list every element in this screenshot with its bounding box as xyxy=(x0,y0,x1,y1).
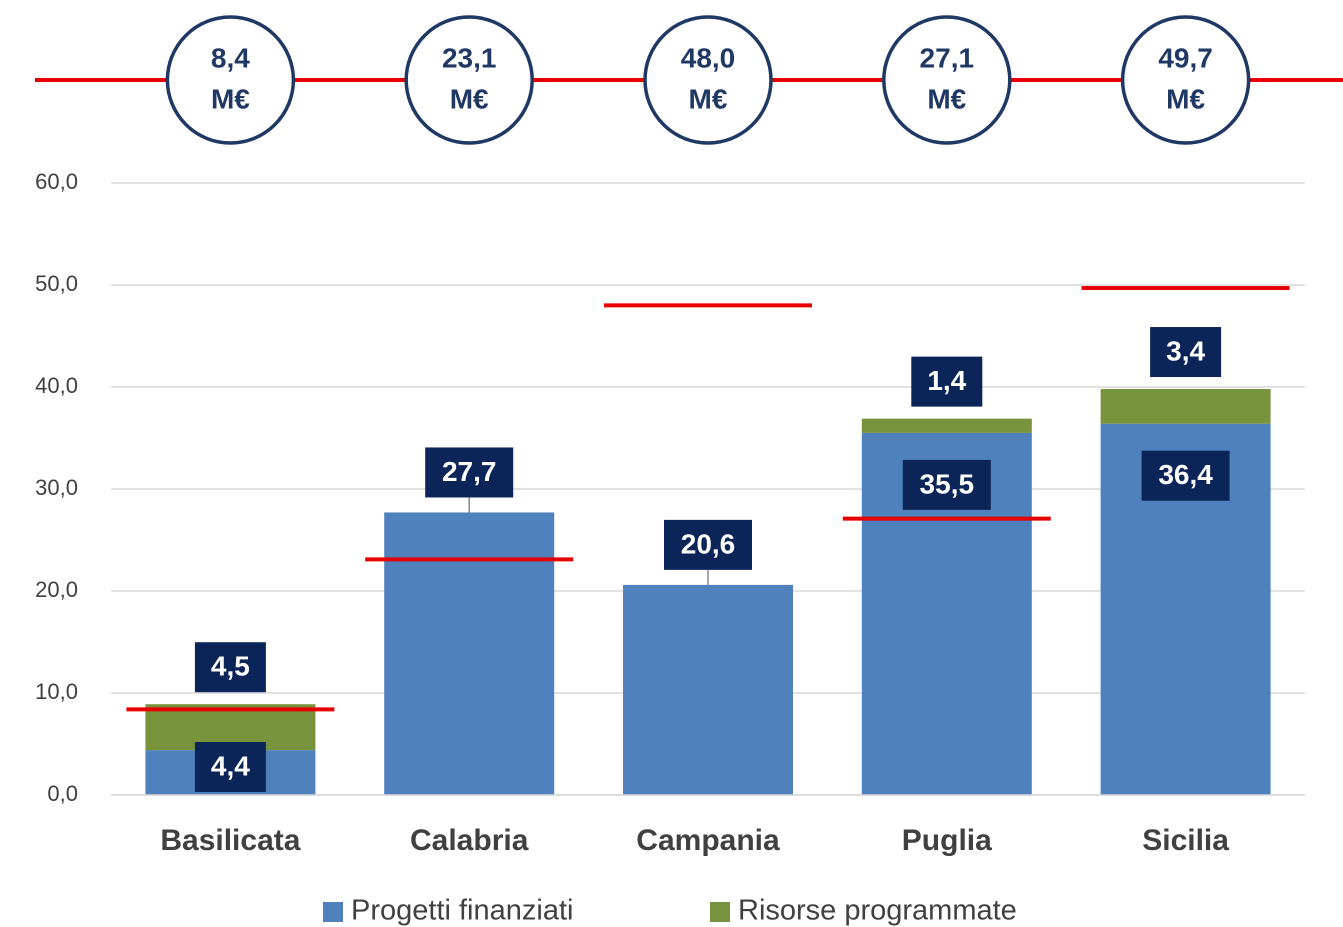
y-tick-label: 40,0 xyxy=(35,373,78,398)
y-tick-label: 50,0 xyxy=(35,271,78,296)
data-label-box xyxy=(425,447,514,498)
data-label: 36,4 xyxy=(1158,459,1213,490)
x-tick-label: Sicilia xyxy=(1142,824,1229,857)
data-label: 3,4 xyxy=(1166,335,1205,366)
y-tick-label: 20,0 xyxy=(35,577,78,602)
data-label-box xyxy=(1141,450,1230,501)
total-unit: M€ xyxy=(450,83,489,114)
legend-label: Progetti finanziati xyxy=(351,895,573,927)
data-label-box xyxy=(1150,327,1222,378)
data-label: 4,5 xyxy=(211,651,250,682)
legend-label: Risorse programmate xyxy=(738,895,1017,927)
total-unit: M€ xyxy=(927,83,966,114)
data-label: 20,6 xyxy=(681,528,736,559)
y-tick-label: 30,0 xyxy=(35,475,78,500)
x-tick-label: Calabria xyxy=(410,824,529,857)
data-label-box xyxy=(902,459,991,510)
x-tick-label: Puglia xyxy=(902,824,992,857)
data-label-box xyxy=(194,642,266,693)
total-unit: M€ xyxy=(689,83,728,114)
total-circle xyxy=(404,15,534,145)
legend-swatch xyxy=(323,902,343,922)
bar-segment xyxy=(384,512,555,795)
data-label: 35,5 xyxy=(920,468,975,499)
bar-segment xyxy=(861,418,1032,433)
total-value: 8,4 xyxy=(211,42,250,73)
total-circle xyxy=(882,15,1012,145)
total-circle xyxy=(643,15,773,145)
bar-segment xyxy=(623,584,793,795)
total-value: 49,7 xyxy=(1158,42,1213,73)
x-tick-label: Basilicata xyxy=(160,824,300,857)
x-tick-label: Campania xyxy=(636,824,780,857)
total-value: 48,0 xyxy=(681,42,736,73)
total-circle xyxy=(1120,15,1251,145)
total-circle xyxy=(165,15,296,145)
y-tick-label: 10,0 xyxy=(35,679,78,704)
data-label-box xyxy=(911,356,983,407)
data-label-box xyxy=(194,742,266,792)
total-unit: M€ xyxy=(211,83,250,114)
data-label: 4,4 xyxy=(211,750,250,781)
total-value: 27,1 xyxy=(920,42,975,73)
bar-segment xyxy=(1100,389,1271,424)
data-label: 1,4 xyxy=(927,365,966,396)
y-tick-label: 60,0 xyxy=(35,169,78,194)
total-unit: M€ xyxy=(1166,83,1205,114)
y-tick-label: 0,0 xyxy=(47,781,78,806)
legend-swatch xyxy=(710,902,730,922)
data-label-box xyxy=(664,519,752,570)
data-label: 27,7 xyxy=(442,456,497,487)
total-value: 23,1 xyxy=(442,42,497,73)
